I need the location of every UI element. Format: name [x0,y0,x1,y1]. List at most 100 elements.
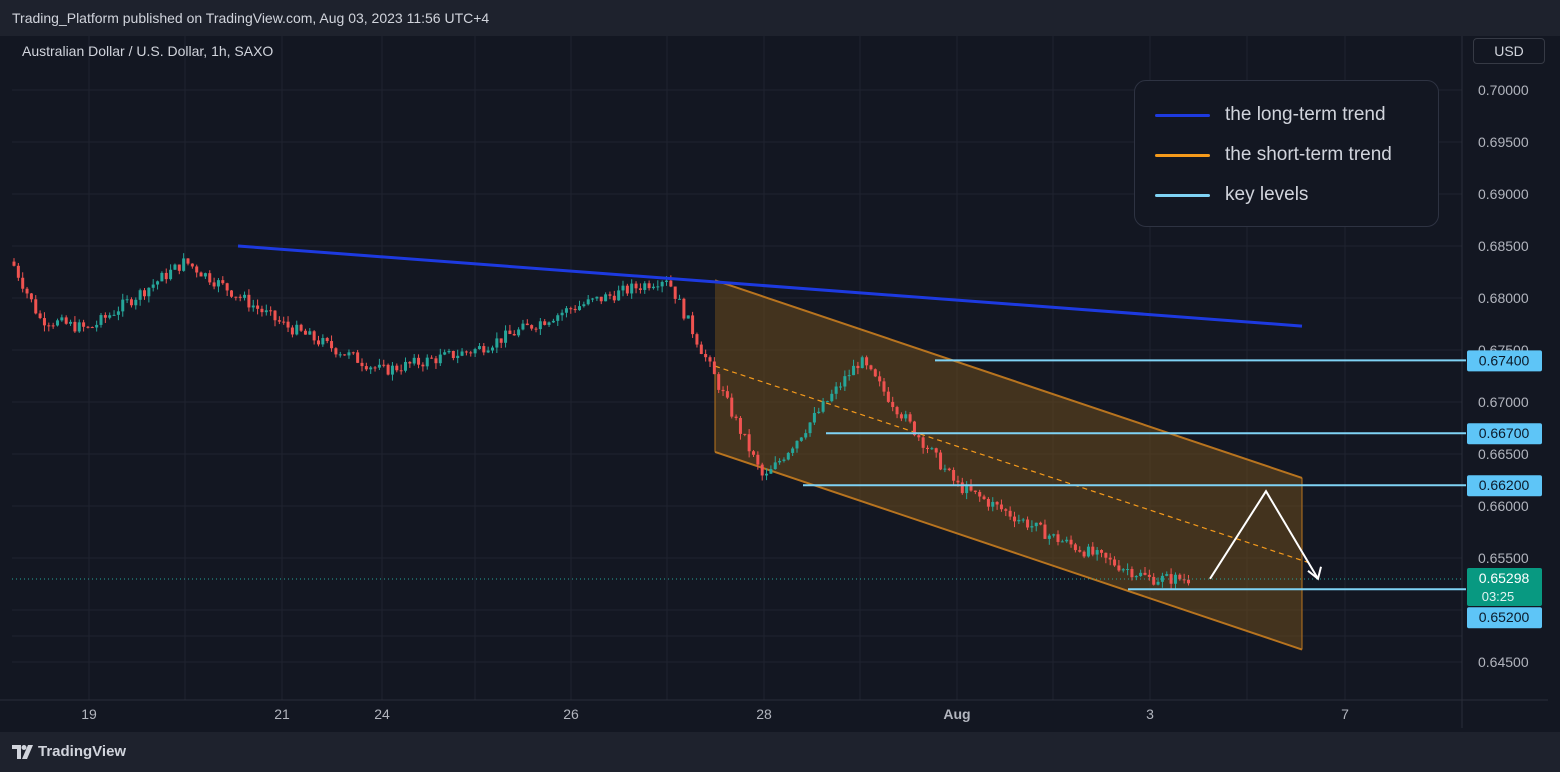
candle-body [299,324,303,331]
candle-body [1130,569,1134,578]
candle-body [290,327,294,335]
candle-body [430,357,434,359]
candle-body [547,322,551,325]
candle-body [1147,574,1151,577]
y-tick-label: 0.70000 [1478,82,1529,98]
candle-body [721,389,725,392]
candle-body [952,469,956,481]
candle-body [504,330,508,343]
candle-body [25,288,29,294]
candle-body [395,365,399,371]
candle-body [530,325,534,329]
candle-body [73,321,77,332]
tradingview-logo[interactable]: TradingView [12,743,126,760]
candle-body [21,277,25,289]
candle-body [1169,574,1173,584]
candle-body [116,311,120,315]
candle-body [82,322,86,327]
candle-body [29,293,33,300]
candle-body [138,290,142,300]
candle-body [704,353,708,358]
candle-body [177,264,181,271]
candle-body [860,357,864,369]
candle-body [1187,579,1190,584]
candle-body [1143,572,1147,575]
candle-body [978,491,982,497]
candle-body [386,364,390,375]
candle-body [499,338,503,343]
y-tick-label: 0.66000 [1478,498,1529,514]
candle-body [817,411,821,413]
candle-body [630,283,634,294]
candle-body [1173,574,1177,584]
candle-body [212,282,216,287]
candle-body [238,296,242,298]
candle-body [434,358,438,364]
candle-body [534,328,538,330]
candle-body [417,357,421,365]
candle-body [312,331,316,341]
x-tick-label: 26 [563,706,579,722]
candle-body [947,468,951,470]
candle-body [1056,534,1060,542]
candle-body [351,352,355,354]
candle-body [921,437,925,448]
candle-body [1134,576,1138,578]
candle-body [891,401,895,408]
trend-overlays [12,244,1466,591]
candle-body [151,284,155,288]
candle-body [51,325,55,327]
candle-body [695,334,699,345]
candle-body [651,286,655,289]
candle-body [38,313,42,319]
candle-body [1108,557,1112,560]
symbol-title[interactable]: Australian Dollar / U.S. Dollar, 1h, SAX… [22,43,274,59]
candle-body [569,308,573,310]
candle-body [86,326,90,328]
candle-body [1073,544,1077,551]
candle-body [782,459,786,461]
candle-body [760,464,764,476]
candle-body [917,435,921,438]
last-price-label-bg [1467,568,1542,607]
candle-body [195,266,199,273]
candle-body [199,272,203,277]
candle-body [1100,550,1103,553]
key-level-label-bg [1467,475,1542,497]
legend-item-key-levels: key levels [1155,184,1308,206]
short-term-channel [714,279,1313,651]
currency-button[interactable]: USD [1473,38,1545,64]
candle-body [1182,579,1186,581]
top-bar [0,0,1560,36]
candle-body [865,357,869,366]
key-level-label: 0.66700 [1479,425,1530,441]
candle-body [873,369,877,377]
candle-body [129,299,133,306]
candle-body [717,374,721,390]
long-term-trend-line [237,244,1303,328]
candle-body [991,501,995,507]
candle-body [1069,539,1073,545]
candle-body [543,321,547,325]
candle-body [852,365,856,376]
candle-body [1017,519,1021,522]
candle-body [725,391,729,398]
axis-panels [0,36,1548,728]
candle-body [904,414,908,419]
candle-body [64,317,68,324]
candle-body [638,288,642,290]
candle-body [447,350,451,353]
candle-body [477,346,481,350]
candle-body [856,365,860,369]
candle-body [517,329,521,336]
candle-body [56,320,59,326]
candle-body [382,364,386,366]
bottom-bar [0,732,1560,772]
candle-body [269,310,273,312]
price-axis: 0.700000.695000.690000.685000.680000.675… [1478,82,1529,670]
candle-body [164,272,168,280]
candle-body [356,352,360,363]
candle-body [599,296,603,302]
candle-body [847,375,851,377]
